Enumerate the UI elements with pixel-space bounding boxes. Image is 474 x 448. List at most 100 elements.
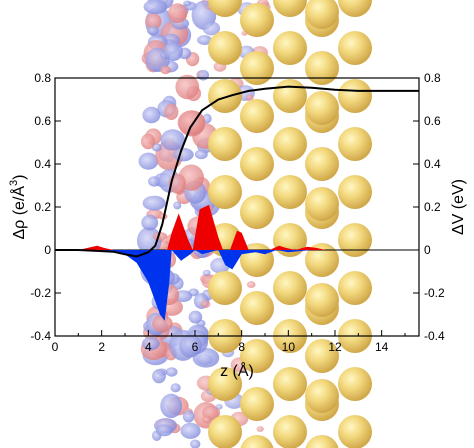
isosurface-blob xyxy=(160,129,185,151)
isosurface-blob xyxy=(145,13,162,30)
y-right-tick-label: 0.2 xyxy=(424,200,441,214)
y-left-tick-label: -0.4 xyxy=(30,329,51,343)
gold-atom xyxy=(305,283,339,317)
gold-atom xyxy=(240,387,274,421)
y-right-tick-label: 0 xyxy=(424,243,431,257)
isosurface-blob xyxy=(141,214,159,231)
x-axis-title: z (Å) xyxy=(220,361,254,380)
gold-atom xyxy=(338,31,372,65)
isosurface-blob xyxy=(182,410,195,423)
gold-atom xyxy=(338,367,372,401)
gold-atom xyxy=(338,79,372,113)
series-negative-area xyxy=(55,250,419,321)
gold-atom xyxy=(338,0,372,17)
y-axis-left: -0.4 -0.2 0 0.2 0.4 0.6 0.8 xyxy=(30,71,61,343)
y-left-tick-label: 0.2 xyxy=(34,200,51,214)
x-tick-label: 10 xyxy=(282,340,296,354)
structure-background xyxy=(136,0,372,448)
gold-atom xyxy=(273,271,307,305)
isosurface-blob xyxy=(160,65,171,75)
gold-atom xyxy=(273,31,307,65)
isosurface-blob xyxy=(245,94,254,101)
isosurface-blob xyxy=(180,422,201,439)
gold-atom xyxy=(240,51,274,85)
isosurface-blob xyxy=(143,0,168,15)
x-tick-label: 4 xyxy=(145,340,152,354)
gold-atom xyxy=(273,415,307,448)
gold-atom xyxy=(240,147,274,181)
y-axis-left-title: Δρ (e/Å3) xyxy=(8,174,28,239)
y-right-tick-label: -0.4 xyxy=(424,329,445,343)
x-axis: 0 2 4 6 8 10 12 14 xyxy=(52,330,406,354)
y-right-tick-label: 0.8 xyxy=(424,71,441,85)
gold-atom xyxy=(273,127,307,161)
gold-atom xyxy=(240,99,274,133)
gold-atom-lattice xyxy=(208,0,372,448)
x-tick-label: 8 xyxy=(238,340,245,354)
gold-atom xyxy=(305,51,339,85)
isosurface-blob xyxy=(173,147,194,162)
isosurface-blob xyxy=(160,393,183,419)
isosurface-blob xyxy=(202,21,221,36)
gold-atom xyxy=(338,223,372,257)
gold-atom xyxy=(240,195,274,229)
isosurface-blob xyxy=(202,269,211,277)
gold-atom xyxy=(338,127,372,161)
gold-atom xyxy=(208,31,242,65)
gold-atom xyxy=(208,175,242,209)
y-axis-right: -0.4 -0.2 0 0.2 0.4 0.6 0.8 xyxy=(413,71,445,343)
y-left-tick-label: -0.2 xyxy=(30,286,51,300)
x-tick-label: 0 xyxy=(52,340,59,354)
isosurface-blob xyxy=(202,415,212,424)
isosurface-blob xyxy=(168,3,188,24)
gold-atom xyxy=(338,415,372,448)
gold-atom xyxy=(208,127,242,161)
gold-atom xyxy=(305,91,339,125)
isosurface-blob xyxy=(152,369,166,384)
gold-atom xyxy=(208,0,242,17)
isosurface-blob xyxy=(140,133,156,150)
x-tick-label: 12 xyxy=(328,340,342,354)
gold-atom xyxy=(208,415,242,448)
gold-atom xyxy=(305,243,339,277)
isosurface-blob xyxy=(148,176,161,187)
y-left-tick-label: 0 xyxy=(44,243,51,257)
gold-atom xyxy=(208,367,242,401)
isosurface-blob xyxy=(179,334,202,358)
gold-atom xyxy=(240,435,274,448)
y-left-tick-label: 0.4 xyxy=(34,157,51,171)
isosurface-blob xyxy=(155,424,173,437)
gold-atom xyxy=(273,175,307,209)
gold-atom xyxy=(338,175,372,209)
gold-atom xyxy=(240,291,274,325)
gold-atom xyxy=(338,271,372,305)
gold-atom xyxy=(273,367,307,401)
isosurface-blob xyxy=(183,0,192,7)
gold-atom xyxy=(240,3,274,37)
series-positive-area xyxy=(55,204,335,250)
isosurface-blob xyxy=(142,195,166,211)
isosurface-blob xyxy=(152,314,173,333)
isosurface-blob xyxy=(142,106,161,124)
isosurface-blob xyxy=(197,35,213,45)
isosurface-blob xyxy=(165,367,178,377)
isosurface-blob xyxy=(197,69,210,81)
isosurface-blob xyxy=(200,300,211,309)
x-tick-label: 6 xyxy=(192,340,199,354)
gold-atom xyxy=(305,379,339,413)
gold-atom xyxy=(305,339,339,373)
isosurface-blob xyxy=(173,201,182,210)
y-left-tick-label: 0.8 xyxy=(34,71,51,85)
isosurface-blob xyxy=(177,110,206,135)
y-left-tick-label: 0.6 xyxy=(34,114,51,128)
gold-atom xyxy=(208,79,242,113)
gold-atom xyxy=(240,339,274,373)
gold-atom xyxy=(273,0,307,17)
gold-atom xyxy=(305,435,339,448)
isosurface-blob xyxy=(138,152,159,170)
y-axis-right-title: ΔV (eV) xyxy=(450,179,467,235)
isosurface-blob xyxy=(194,149,208,160)
gold-atom xyxy=(305,187,339,221)
gold-atom xyxy=(273,79,307,113)
